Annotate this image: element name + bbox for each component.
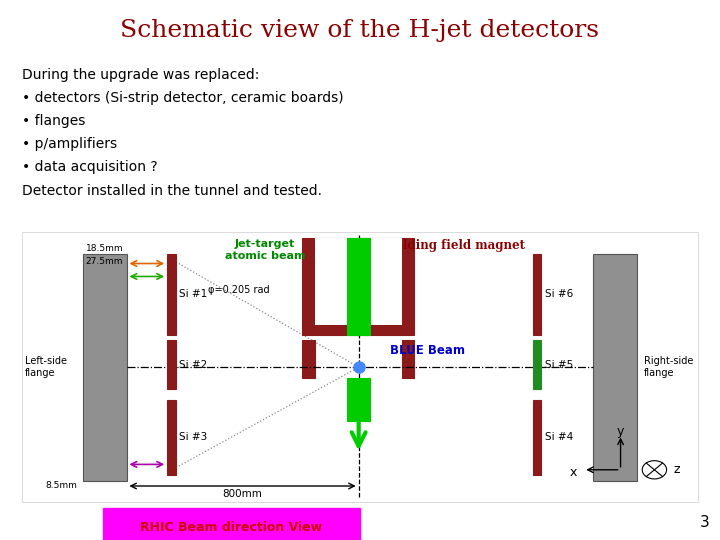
Text: (From scattering chamber center to the flange): (From scattering chamber center to the f…	[135, 508, 350, 517]
Text: 18.5mm: 18.5mm	[86, 244, 123, 253]
FancyBboxPatch shape	[167, 254, 176, 335]
Text: Schematic view of the H-jet detectors: Schematic view of the H-jet detectors	[120, 19, 600, 42]
FancyBboxPatch shape	[348, 238, 370, 335]
Text: 3: 3	[699, 515, 709, 530]
Text: Holding field magnet: Holding field magnet	[384, 239, 525, 252]
Text: Jet-target
atomic beam: Jet-target atomic beam	[225, 239, 305, 261]
Text: RHIC Beam direction View: RHIC Beam direction View	[140, 521, 323, 535]
Text: Si #6: Si #6	[545, 289, 573, 299]
Text: Si #5: Si #5	[545, 360, 573, 369]
Text: φ=0.205 rad: φ=0.205 rad	[207, 285, 269, 295]
Text: 800mm: 800mm	[222, 489, 263, 499]
FancyBboxPatch shape	[315, 238, 402, 325]
FancyBboxPatch shape	[167, 340, 176, 389]
Text: BLUE Beam: BLUE Beam	[390, 345, 465, 357]
FancyBboxPatch shape	[533, 400, 541, 475]
Text: Si #1: Si #1	[179, 289, 207, 299]
FancyBboxPatch shape	[302, 238, 414, 335]
Text: 8.5mm: 8.5mm	[45, 481, 77, 490]
FancyBboxPatch shape	[348, 378, 370, 421]
Text: • p/amplifiers: • p/amplifiers	[22, 137, 117, 151]
Text: y: y	[617, 426, 624, 438]
Text: During the upgrade was replaced:: During the upgrade was replaced:	[22, 68, 259, 82]
Text: • flanges: • flanges	[22, 114, 85, 128]
Circle shape	[642, 461, 667, 479]
Text: 27.5mm: 27.5mm	[86, 256, 123, 266]
FancyBboxPatch shape	[302, 340, 315, 378]
FancyBboxPatch shape	[593, 254, 637, 481]
Text: Detector installed in the tunnel and tested.: Detector installed in the tunnel and tes…	[22, 184, 322, 198]
FancyBboxPatch shape	[83, 254, 127, 481]
Text: • detectors (Si-strip detector, ceramic boards): • detectors (Si-strip detector, ceramic …	[22, 91, 343, 105]
FancyBboxPatch shape	[533, 340, 541, 389]
Text: z: z	[673, 463, 680, 476]
FancyBboxPatch shape	[533, 254, 541, 335]
FancyBboxPatch shape	[103, 508, 360, 540]
Text: x: x	[570, 466, 577, 479]
Text: Si #3: Si #3	[179, 433, 207, 442]
FancyBboxPatch shape	[22, 232, 698, 502]
Text: Si #2: Si #2	[179, 360, 207, 369]
FancyBboxPatch shape	[402, 340, 414, 378]
Text: • data acquisition ?: • data acquisition ?	[22, 160, 157, 174]
Text: Si #4: Si #4	[545, 433, 573, 442]
FancyBboxPatch shape	[167, 400, 176, 475]
Text: Left-side
flange: Left-side flange	[25, 356, 67, 378]
Text: Right-side
flange: Right-side flange	[644, 356, 693, 378]
